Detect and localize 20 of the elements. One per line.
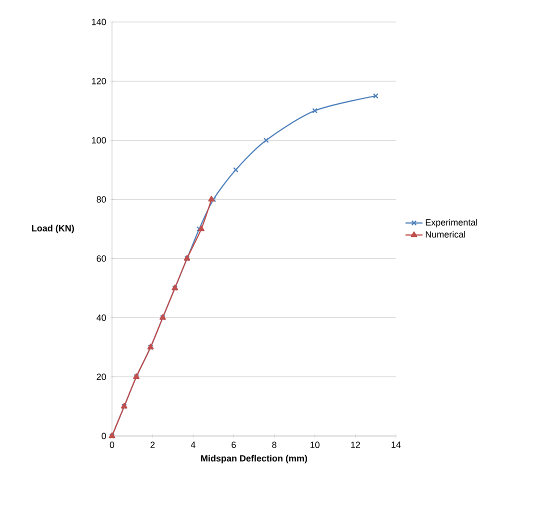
x-tick-label: 6 — [232, 442, 236, 448]
legend-label: Numerical — [426, 230, 466, 238]
y-tick-label: 40 — [96, 314, 106, 321]
x-tick-label: 2 — [150, 442, 155, 448]
x-axis-title: Midspan Deflection (mm) — [201, 454, 308, 464]
x-tick-label: 0 — [110, 442, 114, 448]
y-tick-label: 100 — [92, 137, 106, 144]
x-tick-label: 4 — [190, 442, 196, 448]
x-tick-label: 12 — [351, 442, 360, 448]
y-tick-label: 20 — [96, 374, 106, 380]
y-axis-title: Load (KN) — [32, 224, 74, 234]
x-tick-label: 10 — [310, 442, 320, 448]
y-tick-label: 60 — [96, 255, 106, 262]
y-tick-label: 0 — [102, 432, 106, 440]
y-tick-label: 80 — [96, 196, 106, 203]
legend-label: Experimental — [426, 218, 478, 228]
x-tick-label: 14 — [392, 442, 401, 448]
y-tick-label: 120 — [92, 78, 106, 84]
y-tick-label: 140 — [92, 18, 106, 26]
x-tick-label: 8 — [272, 442, 276, 448]
